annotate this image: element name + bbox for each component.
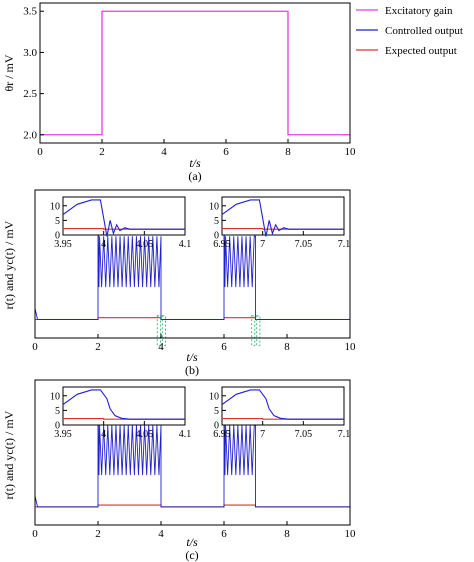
panel-c-inset-xtick-label: 7.05 [295, 429, 313, 440]
panel-b-inset-xtick-label: 3.95 [54, 239, 72, 250]
panel-b-controlled-line [34, 199, 350, 320]
panel-c-inset-right: 6.95 7 7.05 7.1 0 5 10 [209, 386, 351, 440]
panel-a-caption: (a) [188, 169, 201, 183]
panel-a-frame [39, 2, 351, 144]
panel-a-xtick-label: 8 [285, 146, 291, 158]
panel-b-ylabel: r(t) and yc(t) / mV [2, 220, 16, 309]
panel-c-frame [34, 379, 351, 526]
panel-b-inset-ytick-label: 0 [55, 231, 60, 242]
panel-c-plot [34, 389, 350, 508]
legend-label-expected: Expected output [385, 45, 457, 57]
panel-a-ticks: 0 2 4 6 8 10 2.0 2.5 3.0 3.5 [23, 6, 356, 158]
panel-b-zoom-guide [156, 315, 161, 346]
panel-b-inset-xtick-label: 4.1 [179, 239, 192, 250]
panel-b-inset-ytick-label: 0 [214, 231, 219, 242]
panel-c-caption: (c) [185, 548, 198, 562]
panel-b-frame [34, 189, 351, 339]
panel-c-xtick-label: 2 [95, 528, 101, 540]
panel-c-inset-ytick-label: 5 [214, 406, 219, 417]
panel-c-ticks: 0 2 4 6 8 10 [32, 521, 356, 540]
legend: Excitatory gain Controlled output Expect… [356, 5, 463, 57]
panel-c-inset-xtick-label: 4.05 [136, 429, 154, 440]
panel-b: 0 2 4 6 8 10 3.95 4 4.05 4.1 0 5 10 6.95 7 7.05 7.1 0 5 1… [2, 189, 356, 377]
panel-c: 0 2 4 6 8 10 3.95 4 4.05 4.1 0 5 10 6.95 7 7.05 7.1 0 5 1… [2, 379, 356, 562]
panel-a-ytick-label: 3.5 [23, 6, 37, 18]
panel-b-inset-xtick-label: 6.95 [213, 239, 231, 250]
legend-label-excitatory: Excitatory gain [385, 5, 453, 17]
panel-c-ylabel: r(t) and yc(t) / mV [2, 410, 16, 499]
panel-c-controlled-line [34, 389, 350, 508]
panel-b-xtick-label: 0 [32, 341, 38, 353]
excitatory-gain-line [40, 10, 350, 136]
panel-b-inset-controlled-line [221, 199, 344, 237]
panel-c-inset-xtick-label: 7 [260, 429, 265, 440]
panel-c-xlabel: t/s [186, 535, 198, 549]
panel-c-inset-controlled-line [62, 389, 185, 420]
panel-c-inset-ytick-label: 0 [55, 421, 60, 432]
panel-c-xtick-label: 6 [221, 528, 227, 540]
panel-b-inset-xtick-label: 7.05 [295, 239, 313, 250]
panel-b-ticks: 0 2 4 6 8 10 [32, 334, 356, 353]
panel-c-inset-xtick-label: 4 [101, 429, 106, 440]
panel-c-inset-xtick-label: 7.1 [338, 429, 351, 440]
panel-b-xtick-label: 8 [284, 341, 290, 353]
panel-c-inset-controlled-line [221, 389, 344, 420]
panel-c-xtick-label: 0 [32, 528, 38, 540]
panel-b-inset-xtick-label: 7 [260, 239, 265, 250]
panel-b-inset-left: 3.95 4 4.05 4.1 0 5 10 [50, 196, 192, 250]
panel-b-zoom-guide [256, 315, 261, 346]
panel-a-xtick-label: 6 [223, 146, 229, 158]
legend-label-controlled: Controlled output [385, 25, 463, 37]
panel-b-xtick-label: 2 [95, 341, 101, 353]
panel-c-inset-ytick-label: 0 [214, 421, 219, 432]
panel-b-zoom-guide [161, 315, 166, 346]
panel-b-inset-right: 6.95 7 7.05 7.1 0 5 10 [209, 196, 351, 250]
panel-b-zoom-guide [251, 315, 256, 346]
panel-c-inset-left: 3.95 4 4.05 4.1 0 5 10 [50, 386, 192, 440]
panel-b-inset-ytick-label: 10 [50, 201, 60, 212]
panel-b-xtick-label: 4 [158, 341, 164, 353]
panel-a-xtick-label: 10 [345, 146, 357, 158]
panel-c-inset-ytick-label: 10 [209, 391, 219, 402]
panel-b-xtick-label: 10 [345, 341, 357, 353]
panel-a-plot [40, 10, 350, 136]
panel-b-inset-ytick-label: 10 [209, 201, 219, 212]
panel-c-xtick-label: 4 [158, 528, 164, 540]
panel-a-ytick-label: 2.0 [23, 129, 37, 141]
panel-c-xtick-label: 10 [345, 528, 357, 540]
panel-a-xlabel: t/s [189, 156, 201, 170]
panel-b-xtick-label: 6 [221, 341, 227, 353]
panel-b-plot [34, 199, 350, 346]
panel-a-xtick-label: 2 [99, 146, 105, 158]
panel-c-inset-ytick-label: 5 [55, 406, 60, 417]
panel-c-inset-ytick-label: 10 [50, 391, 60, 402]
panel-c-inset-xtick-label: 3.95 [54, 429, 72, 440]
panel-a-ytick-label: 2.5 [23, 88, 37, 100]
panel-b-inset-xtick-label: 4.05 [136, 239, 154, 250]
panel-c-xtick-label: 8 [284, 528, 290, 540]
panel-a: 0 2 4 6 8 10 2.0 2.5 3.0 3.5 θr / mV t/s (a) [2, 2, 356, 183]
panel-a-ylabel: θr / mV [2, 54, 16, 91]
panel-b-inset-ytick-label: 5 [214, 216, 219, 227]
panel-a-ytick-label: 3.0 [23, 47, 37, 59]
panel-b-xlabel: t/s [186, 350, 198, 364]
panel-b-inset-xtick-label: 7.1 [338, 239, 351, 250]
panel-b-caption: (b) [185, 363, 199, 377]
panel-b-inset-controlled-line [62, 199, 185, 237]
panel-b-inset-ytick-label: 5 [55, 216, 60, 227]
panel-c-inset-xtick-label: 4.1 [179, 429, 192, 440]
panel-a-xtick-label: 0 [37, 146, 43, 158]
panel-c-inset-xtick-label: 6.95 [213, 429, 231, 440]
panel-a-xtick-label: 4 [161, 146, 167, 158]
panel-b-inset-xtick-label: 4 [101, 239, 106, 250]
